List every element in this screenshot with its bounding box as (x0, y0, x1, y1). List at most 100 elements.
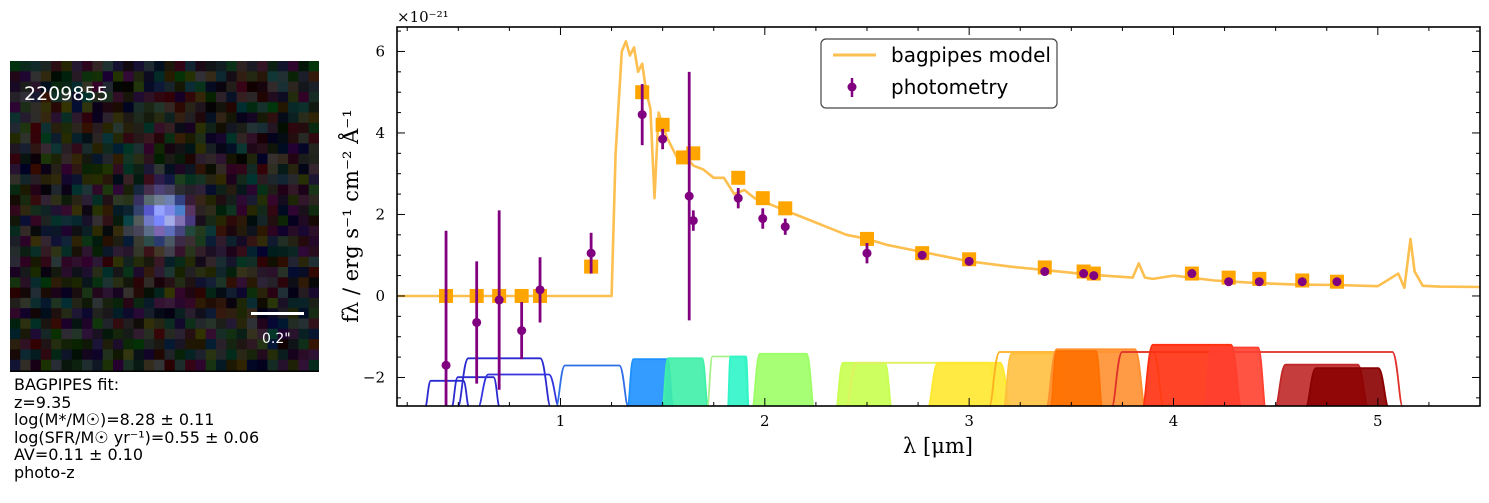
cutout-pixel (216, 205, 227, 216)
cutout-pixel (123, 267, 134, 278)
cutout-pixel (154, 91, 165, 103)
cutout-pixel (102, 174, 114, 185)
cutout-pixel (154, 215, 165, 227)
cutout-pixel (195, 256, 207, 268)
cutout-pixel (185, 297, 196, 309)
cutout-pixel (154, 328, 165, 340)
cutout-pixel (298, 122, 310, 134)
cutout-pixel (30, 349, 42, 361)
cutout-pixel (133, 328, 145, 340)
cutout-pixel (102, 236, 114, 247)
cutout-pixel (164, 349, 176, 361)
cutout-pixel (246, 267, 258, 278)
cutout-pixel (246, 215, 258, 227)
cutout-pixel (143, 71, 155, 82)
fit-redshift: z=9.35 (14, 392, 72, 412)
cutout-pixel (298, 194, 310, 206)
cutout-pixel (92, 164, 104, 175)
cutout-pixel (51, 153, 62, 165)
cutout-pixel (277, 318, 289, 330)
x-tick-label: 5 (1373, 412, 1383, 430)
cutout-pixel (92, 122, 104, 134)
cutout-pixel (226, 184, 237, 196)
cutout-pixel (164, 81, 176, 93)
photometry-point (917, 250, 927, 260)
cutout-pixel (257, 164, 268, 175)
cutout-pixel (174, 277, 186, 288)
cutout-pixel (40, 122, 52, 134)
cutout-pixel (226, 339, 237, 350)
cutout-pixel (236, 246, 248, 258)
cutout-pixel (102, 102, 114, 113)
cutout-pixel (123, 359, 134, 371)
cutout-pixel (236, 153, 248, 165)
cutout-pixel (164, 61, 176, 72)
cutout-pixel (113, 246, 124, 258)
legend: bagpipes model photometry (820, 38, 1058, 109)
model-photometry-point (731, 170, 746, 185)
cutout-pixel (92, 287, 104, 299)
cutout-pixel (20, 349, 31, 361)
cutout-pixel (257, 133, 268, 144)
cutout-pixel (277, 91, 289, 103)
cutout-pixel (185, 71, 196, 82)
cutout-pixel (185, 112, 196, 124)
cutout-pixel (246, 236, 258, 247)
cutout-pixel (113, 184, 124, 196)
cutout-pixel (40, 256, 52, 268)
cutout-pixel (308, 174, 319, 185)
cutout-pixel (226, 287, 237, 299)
cutout-pixel (298, 133, 310, 144)
cutout-pixel (246, 122, 258, 134)
cutout-pixel (246, 153, 258, 165)
cutout-pixel (102, 308, 114, 319)
cutout-pixel (113, 205, 124, 216)
cutout-pixel (61, 267, 73, 278)
cutout-pixel (133, 308, 145, 319)
cutout-pixel (154, 122, 165, 134)
cutout-pixel (298, 267, 310, 278)
cutout-pixel (216, 81, 227, 93)
cutout-pixel (174, 308, 186, 319)
cutout-pixel (40, 61, 52, 72)
cutout-pixel (298, 102, 310, 113)
cutout-pixel (133, 174, 145, 185)
cutout-pixel (164, 143, 176, 155)
x-tick-label: 4 (1169, 412, 1179, 430)
cutout-pixel (113, 112, 124, 124)
cutout-pixel (40, 267, 52, 278)
cutout-pixel (226, 349, 237, 361)
cutout-pixel (277, 122, 289, 134)
cutout-pixel (267, 81, 279, 93)
cutout-pixel (51, 339, 62, 350)
cutout-pixel (123, 102, 134, 113)
photometry-point (1187, 269, 1197, 279)
cutout-pixel (308, 215, 319, 227)
cutout-pixel (174, 215, 186, 227)
cutout-pixel (164, 205, 176, 216)
cutout-pixel (205, 318, 217, 330)
cutout-pixel (308, 359, 319, 371)
cutout-pixel (82, 256, 93, 268)
cutout-pixel (236, 349, 248, 361)
cutout-pixel (102, 184, 114, 196)
cutout-pixel (216, 194, 227, 206)
cutout-pixel (164, 256, 176, 268)
cutout-pixel (82, 308, 93, 319)
cutout-pixel (123, 236, 134, 247)
cutout-pixel (288, 102, 299, 113)
cutout-pixel (195, 174, 207, 185)
cutout-pixel (143, 287, 155, 299)
cutout-pixel (277, 225, 289, 237)
cutout-pixel (308, 277, 319, 288)
cutout-pixel (267, 287, 279, 299)
cutout-pixel (236, 359, 248, 371)
cutout-pixel (133, 267, 145, 278)
cutout-pixel (123, 277, 134, 288)
cutout-pixel (236, 143, 248, 155)
cutout-pixel (277, 246, 289, 258)
cutout-pixel (288, 194, 299, 206)
cutout-pixel (257, 236, 268, 247)
cutout-pixel (82, 184, 93, 196)
cutout-pixel (123, 308, 134, 319)
